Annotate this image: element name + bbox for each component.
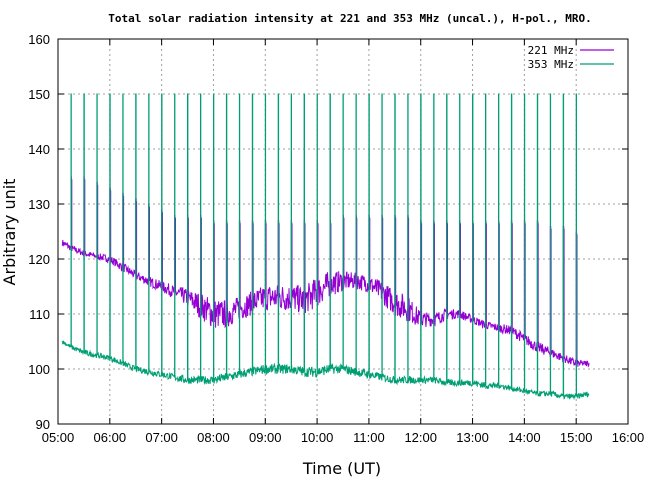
y-tick-label: 130 [28, 197, 50, 212]
x-tick-label: 06:00 [94, 430, 127, 445]
x-tick-label: 05:00 [42, 430, 75, 445]
x-tick-label: 15:00 [560, 430, 593, 445]
x-tick-label: 07:00 [145, 430, 178, 445]
x-axis-title: Time (UT) [302, 459, 381, 478]
chart-title: Total solar radiation intensity at 221 a… [108, 12, 591, 25]
legend-label: 221 MHz [528, 44, 574, 57]
x-tick-label: 16:00 [612, 430, 645, 445]
legend-label: 353 MHz [528, 58, 574, 71]
x-tick-label: 09:00 [249, 430, 282, 445]
series-layer [61, 93, 590, 401]
series-line-1 [61, 93, 590, 401]
x-tick-label: 10:00 [301, 430, 334, 445]
y-tick-label: 120 [28, 252, 50, 267]
y-axis-title: Arbitrary unit [0, 179, 19, 286]
y-tick-label: 150 [28, 87, 50, 102]
x-tick-label: 12:00 [404, 430, 437, 445]
x-tick-label: 13:00 [456, 430, 489, 445]
x-tick-label: 11:00 [353, 430, 385, 445]
y-tick-label: 110 [29, 307, 50, 322]
x-tick-label: 08:00 [197, 430, 230, 445]
y-tick-label: 160 [28, 32, 50, 47]
x-tick-label: 14:00 [508, 430, 541, 445]
series-line-0 [61, 176, 590, 368]
y-tick-label: 100 [28, 362, 50, 377]
ticks: 05:00 06:00 07:00 08:00 09:00 10:00 11:00 12:00… [28, 32, 644, 445]
y-tick-label: 90 [36, 417, 50, 432]
plot-frame [57, 38, 629, 425]
y-tick-label: 140 [28, 142, 50, 157]
